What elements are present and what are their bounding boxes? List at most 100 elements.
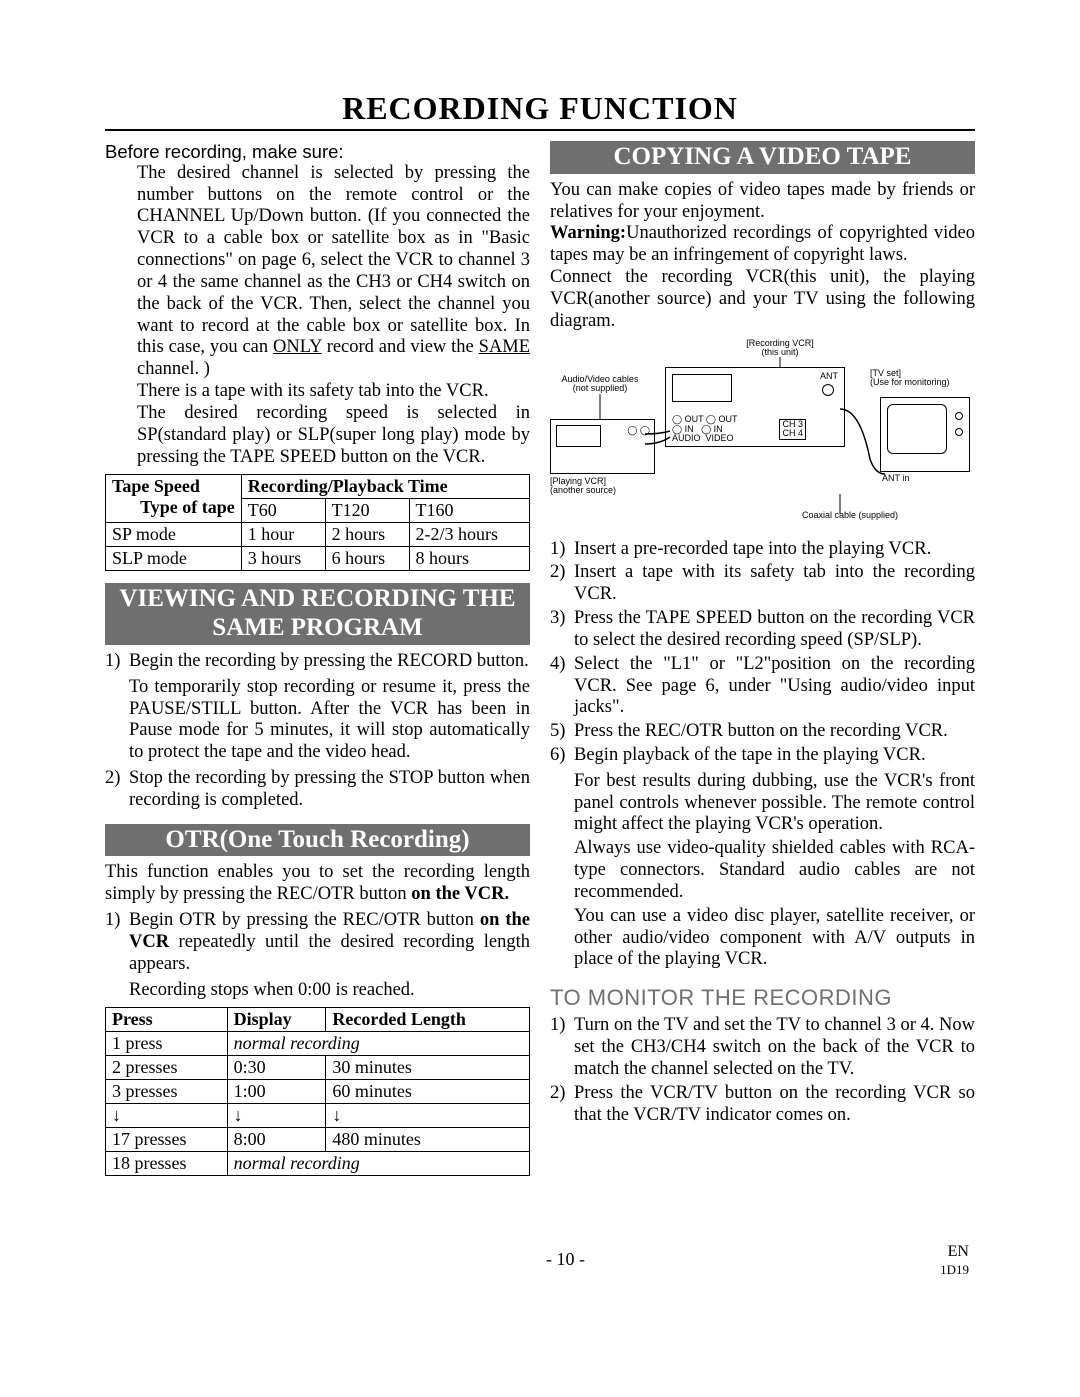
th-rec-time: Recording/Playback Time (241, 475, 529, 499)
list-item: 5)Press the REC/OTR button on the record… (550, 721, 975, 743)
list-item: 2)Insert a tape with its safety tab into… (550, 562, 975, 606)
text: Press the VCR/TV button on the recording… (574, 1083, 975, 1127)
cell: normal recording (227, 1152, 529, 1176)
num: 1) (550, 1015, 574, 1080)
list-item: 2)Press the VCR/TV button on the recordi… (550, 1083, 975, 1127)
text: Stop the recording by pressing the STOP … (129, 768, 530, 812)
th-press: Press (106, 1008, 228, 1032)
num: 1) (550, 539, 574, 561)
text: Press the TAPE SPEED button on the recor… (574, 608, 975, 652)
cell: SP mode (106, 523, 242, 547)
cell: T160 (409, 499, 529, 523)
text: Select the "L1" or "L2"position on the r… (574, 654, 975, 719)
tape-speed-paragraph: The desired recording speed is selected … (137, 403, 530, 468)
connection-diagram: [Recording VCR] (this unit) ANT ◯ OUT ◯ … (550, 339, 975, 529)
copying-intro: You can make copies of video tapes made … (550, 180, 975, 224)
list-item: 6)Begin playback of the tape in the play… (550, 745, 975, 767)
cell: 8:00 (227, 1128, 326, 1152)
text: Begin the recording by pressing the RECO… (129, 651, 530, 673)
cell: 2 hours (325, 523, 409, 547)
text: Begin OTR by pressing the REC/OTR button (129, 910, 480, 930)
cell: T120 (325, 499, 409, 523)
cell: 480 minutes (326, 1128, 530, 1152)
text: channel. ) (137, 359, 210, 379)
cell: 2-2/3 hours (409, 523, 529, 547)
num: 1) (105, 651, 129, 673)
cell: 17 presses (106, 1128, 228, 1152)
connect-paragraph: Connect the recording VCR(this unit), th… (550, 267, 975, 332)
two-column-layout: Before recording, make sure: The desired… (105, 141, 975, 1182)
left-column: Before recording, make sure: The desired… (105, 141, 530, 1182)
cell: ↓ (106, 1104, 228, 1128)
num: 4) (550, 654, 574, 719)
page-footer: - 10 - EN 1D19 (105, 1242, 975, 1277)
otr-table: Press Display Recorded Length 1 press no… (105, 1007, 530, 1176)
page-title: RECORDING FUNCTION (105, 90, 975, 131)
cell: 2 presses (106, 1056, 228, 1080)
otr-banner: OTR(One Touch Recording) (105, 824, 530, 857)
otr-stop-note: Recording stops when 0:00 is reached. (129, 980, 530, 1002)
before-recording-heading: Before recording, make sure: (105, 141, 530, 163)
th-tape-speed: Tape Speed Type of tape (106, 475, 242, 523)
viewing-recording-banner: VIEWING AND RECORDING THE SAME PROGRAM (105, 583, 530, 645)
footer-lang: EN (940, 1242, 969, 1261)
coax-label: Coaxial cable (supplied) (750, 511, 950, 520)
monitor-steps: 1)Turn on the TV and set the TV to chann… (550, 1015, 975, 1126)
alt-source-note: You can use a video disc player, satelli… (574, 906, 975, 971)
cell: 1 hour (241, 523, 325, 547)
same-underline: SAME (479, 337, 530, 357)
viewing-steps: 1)Begin the recording by pressing the RE… (105, 651, 530, 673)
text: repeatedly until the desired recording l… (129, 932, 530, 974)
channel-select-paragraph: The desired channel is selected by press… (137, 163, 530, 381)
cell: 0:30 (227, 1056, 326, 1080)
viewing-steps-2: 2)Stop the recording by pressing the STO… (105, 768, 530, 812)
cell: 3 presses (106, 1080, 228, 1104)
cell: 8 hours (409, 547, 529, 571)
footer-right: EN 1D19 (940, 1242, 969, 1277)
cable-note: Always use video-quality shielded cables… (574, 838, 975, 903)
right-column: COPYING A VIDEO TAPE You can make copies… (550, 141, 975, 1182)
list-item: 2)Stop the recording by pressing the STO… (105, 768, 530, 812)
pause-note: To temporarily stop recording or resume … (129, 677, 530, 764)
th-display: Display (227, 1008, 326, 1032)
manual-page: RECORDING FUNCTION Before recording, mak… (0, 0, 1080, 1317)
cell: ↓ (227, 1104, 326, 1128)
num: 3) (550, 608, 574, 652)
num: 6) (550, 745, 574, 767)
only-underline: ONLY (273, 337, 322, 357)
footer-page-number: - 10 - (546, 1249, 585, 1270)
text: Insert a pre-recorded tape into the play… (574, 539, 975, 561)
dubbing-note: For best results during dubbing, use the… (574, 771, 975, 836)
label: Type of tape (112, 497, 235, 518)
tape-speed-table: Tape Speed Type of tape Recording/Playba… (105, 474, 530, 571)
label: Tape Speed (112, 476, 235, 497)
footer-code: 1D19 (940, 1262, 969, 1278)
text: The desired channel is selected by press… (137, 163, 530, 358)
cell: SLP mode (106, 547, 242, 571)
tape-tab-paragraph: There is a tape with its safety tab into… (137, 381, 530, 403)
text: record and view the (322, 337, 479, 357)
text: Begin OTR by pressing the REC/OTR button… (129, 910, 530, 975)
list-item: 1) Begin OTR by pressing the REC/OTR but… (105, 910, 530, 975)
cell: 1 press (106, 1032, 228, 1056)
th-len: Recorded Length (326, 1008, 530, 1032)
warning-label: Warning: (550, 223, 626, 243)
cell: T60 (241, 499, 325, 523)
cell: 3 hours (241, 547, 325, 571)
num: 2) (550, 1083, 574, 1127)
num: 2) (550, 562, 574, 606)
num: 1) (105, 910, 129, 975)
num: 5) (550, 721, 574, 743)
warning-paragraph: Warning:Unauthorized recordings of copyr… (550, 223, 975, 267)
cell: 30 minutes (326, 1056, 530, 1080)
cell: ↓ (326, 1104, 530, 1128)
list-item: 3)Press the TAPE SPEED button on the rec… (550, 608, 975, 652)
text: Turn on the TV and set the TV to channel… (574, 1015, 975, 1080)
otr-steps: 1) Begin OTR by pressing the REC/OTR but… (105, 910, 530, 975)
text: Begin playback of the tape in the playin… (574, 745, 975, 767)
monitor-heading: TO MONITOR THE RECORDING (550, 985, 975, 1011)
copying-steps: 1)Insert a pre-recorded tape into the pl… (550, 539, 975, 767)
text: Insert a tape with its safety tab into t… (574, 562, 975, 606)
num: 2) (105, 768, 129, 812)
cell: 60 minutes (326, 1080, 530, 1104)
